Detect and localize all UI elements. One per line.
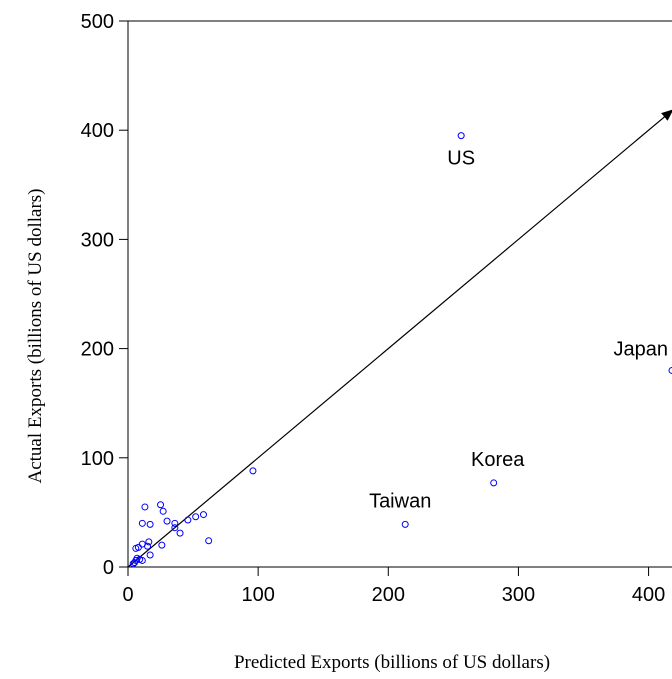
data-point — [146, 551, 154, 559]
data-point — [490, 479, 498, 487]
y-tick-label: 500 — [81, 11, 114, 33]
data-point — [145, 538, 153, 546]
reference-line — [127, 109, 672, 568]
data-point — [192, 513, 200, 521]
data-point — [132, 544, 140, 552]
y-tick-label: 200 — [81, 339, 114, 361]
data-point — [668, 366, 672, 374]
data-points — [129, 132, 672, 568]
data-point — [401, 520, 409, 528]
data-point — [141, 503, 149, 511]
data-point — [138, 540, 146, 548]
x-tick-label: 300 — [502, 584, 535, 606]
data-point — [157, 501, 165, 509]
x-axis-title: Predicted Exports (billions of US dollar… — [234, 652, 550, 673]
reference-line-layer — [127, 109, 672, 568]
data-point — [136, 555, 144, 563]
data-point — [199, 511, 207, 519]
data-point — [138, 519, 146, 527]
data-point — [249, 467, 257, 475]
point-labels: US Japan Korea Taiwan — [369, 148, 668, 513]
data-point — [171, 524, 179, 532]
y-tick-label: 100 — [81, 448, 114, 470]
point-label-us: US — [447, 148, 475, 170]
x-tick-label: 100 — [241, 584, 274, 606]
data-point — [163, 517, 171, 525]
x-tick-label: 200 — [372, 584, 405, 606]
y-axis-title: Actual Exports (billions of US dollars) — [25, 189, 46, 484]
data-point — [457, 132, 465, 140]
data-point — [146, 520, 154, 528]
point-label-japan: Japan — [614, 338, 669, 360]
data-point — [184, 516, 192, 524]
data-point — [176, 529, 184, 537]
x-tick-label: 400 — [632, 584, 665, 606]
data-point — [129, 560, 137, 568]
y-tick-label: 400 — [81, 120, 114, 142]
data-point — [205, 537, 213, 545]
y-tick-label: 300 — [81, 229, 114, 251]
data-point — [131, 559, 139, 567]
point-label-korea: Korea — [471, 449, 525, 471]
point-label-taiwan: Taiwan — [369, 490, 431, 512]
data-point — [171, 519, 179, 527]
data-point — [158, 541, 166, 549]
data-point — [159, 507, 167, 515]
x-tick-label: 0 — [122, 584, 133, 606]
y-tick-label: 0 — [103, 557, 114, 579]
axes: 0 100 200 300 400 500 0 100 200 300 400 — [81, 11, 672, 606]
